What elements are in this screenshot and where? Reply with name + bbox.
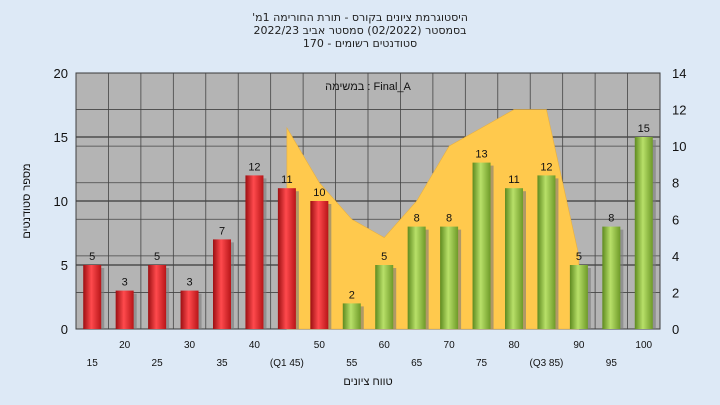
y2-tick-label: 8 <box>672 176 679 191</box>
bar-value-label: 12 <box>540 161 552 173</box>
bar <box>277 188 296 329</box>
bar-80 <box>505 188 526 329</box>
bar-25 <box>148 265 170 329</box>
x-tick-label: 35 <box>216 358 228 369</box>
bar <box>505 188 523 329</box>
bar <box>407 226 426 329</box>
bar-value-label: 15 <box>638 123 650 135</box>
bar-85 <box>537 175 559 329</box>
bar-value-label: 3 <box>122 277 128 289</box>
bar-value-label: 8 <box>608 213 614 225</box>
bar <box>472 162 491 329</box>
x-tick-label: 100 <box>635 340 652 351</box>
bar <box>634 137 653 329</box>
bar-55 <box>342 303 364 329</box>
x-tick-label: (Q1 45) <box>270 358 304 369</box>
bar-value-label: 10 <box>313 187 325 199</box>
bar <box>148 265 167 329</box>
bar-value-label: 12 <box>248 161 260 173</box>
bar-95 <box>602 226 624 329</box>
bar-30 <box>180 290 202 329</box>
x-tick-label: 40 <box>249 340 261 351</box>
bar-20 <box>115 290 137 329</box>
y2-tick-label: 12 <box>672 103 686 118</box>
x-tick-label: 55 <box>346 358 358 369</box>
bar-value-label: 2 <box>349 289 355 301</box>
bar <box>180 290 199 329</box>
x-tick-label: (Q3 85) <box>529 358 563 369</box>
x-axis-label: טווח ציונים <box>343 376 392 388</box>
bar <box>602 226 621 329</box>
bar-value-label: 8 <box>414 213 420 225</box>
y2-tick-label: 14 <box>672 66 686 81</box>
y2-tick-label: 0 <box>672 322 679 337</box>
x-tick-label: 20 <box>119 340 131 351</box>
y2-tick-label: 6 <box>672 212 679 227</box>
y2-tick-label: 4 <box>672 249 679 264</box>
x-tick-label: 65 <box>411 358 423 369</box>
bar-value-label: 11 <box>281 174 292 186</box>
bar-40 <box>245 175 267 329</box>
bar-15 <box>83 265 105 329</box>
bar <box>213 239 231 329</box>
x-tick-label: 80 <box>508 340 520 351</box>
bar <box>375 265 394 329</box>
bar-50 <box>310 201 332 329</box>
y-tick-label: 0 <box>61 322 68 337</box>
x-tick-label: 30 <box>184 340 196 351</box>
bar <box>342 303 361 329</box>
x-tick-label: 70 <box>444 340 456 351</box>
bar-value-label: 5 <box>381 251 387 263</box>
chart-title: 'היסטוגרמת ציונים בקורס - תורת החורימה 1… <box>0 11 720 50</box>
bar <box>83 265 102 329</box>
y-axis-label: מספר סטודנטים <box>21 163 33 238</box>
y-tick-label: 20 <box>54 66 68 81</box>
x-tick-label: 60 <box>379 340 391 351</box>
bar <box>115 290 134 329</box>
title-line-1: 'היסטוגרמת ציונים בקורס - תורת החורימה 1… <box>252 11 468 24</box>
x-tick-label: 15 <box>87 358 99 369</box>
y-tick-label: 10 <box>54 194 68 209</box>
x-tick-label: 75 <box>476 358 488 369</box>
title-line-2: בסמסטר (02/2022) סמסטר אביב 2022/23 <box>253 24 467 37</box>
x-tick-label: 25 <box>152 358 164 369</box>
x-tick-label: 50 <box>314 340 326 351</box>
bar <box>440 226 459 329</box>
y2-tick-label: 10 <box>672 139 686 154</box>
bar-value-label: 5 <box>576 251 582 263</box>
bar-value-label: 7 <box>219 225 225 237</box>
y-tick-label: 15 <box>54 130 68 145</box>
chart-annotation: במשימה : Final_A <box>325 81 411 93</box>
bar-35 <box>213 239 234 329</box>
bar-value-label: 3 <box>186 277 192 289</box>
bar-value-label: 5 <box>154 251 160 263</box>
bar-75 <box>472 162 494 329</box>
bar-100 <box>634 137 656 329</box>
bar-45 <box>277 188 299 329</box>
y2-tick-label: 2 <box>672 285 679 300</box>
bar <box>537 175 556 329</box>
x-tick-label: 90 <box>573 340 585 351</box>
bar <box>569 265 588 329</box>
x-tick-label: 95 <box>606 358 618 369</box>
bar-70 <box>440 226 462 329</box>
bar <box>310 201 329 329</box>
bar-60 <box>375 265 397 329</box>
bar-value-label: 5 <box>89 251 95 263</box>
y-tick-label: 5 <box>61 258 68 273</box>
bar-value-label: 11 <box>508 174 519 186</box>
bar-value-label: 8 <box>446 213 452 225</box>
bar-value-label: 13 <box>475 149 487 161</box>
bar-65 <box>407 226 429 329</box>
bar <box>245 175 264 329</box>
title-line-3: סטודנטים רשומים - 170 <box>302 37 418 50</box>
bar-90 <box>569 265 591 329</box>
